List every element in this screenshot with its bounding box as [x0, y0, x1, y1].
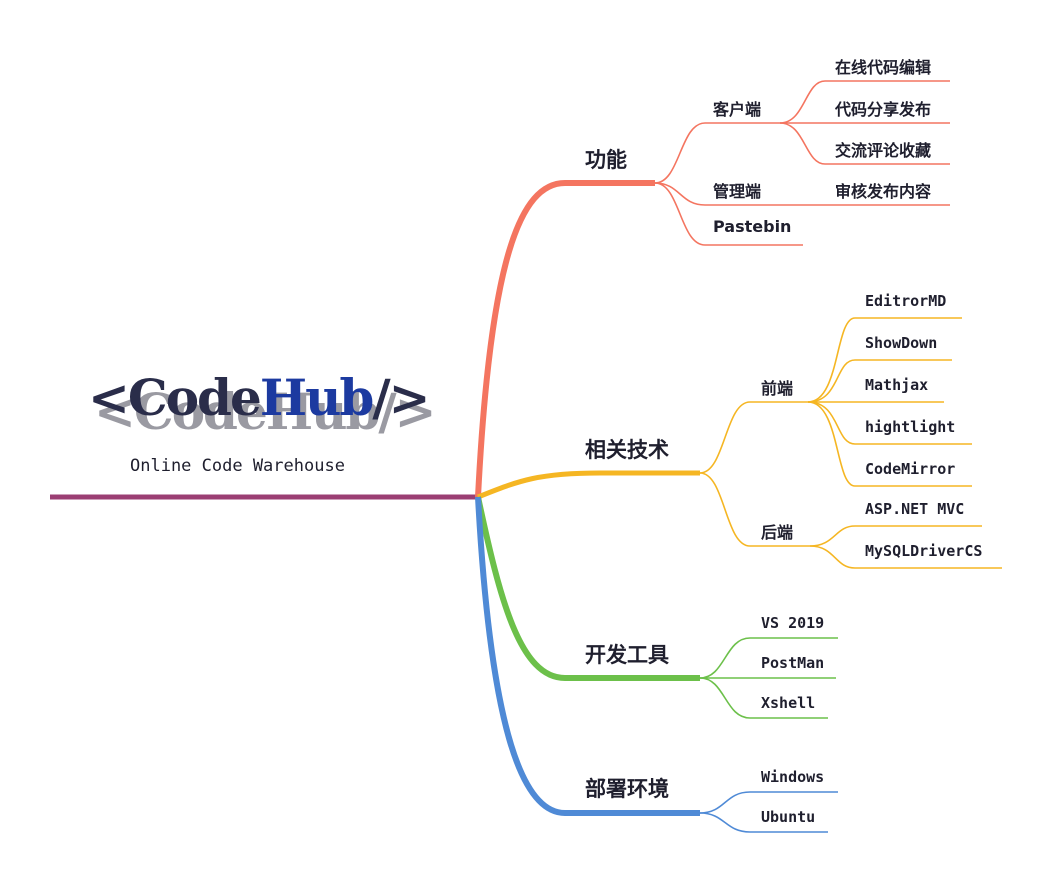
- node-frontend-item[interactable]: EditrorMD: [865, 292, 947, 310]
- logo-lt: <: [88, 368, 130, 427]
- branch-tools-connector: [475, 496, 700, 681]
- node-tool-item[interactable]: PostMan: [761, 654, 825, 672]
- tech-subconnectors: [699, 317, 1002, 569]
- node-deploy-item[interactable]: Ubuntu: [761, 808, 816, 826]
- node-client-item[interactable]: 代码分享发布: [835, 100, 932, 119]
- logo-text: <CodeHub/>: [88, 368, 431, 427]
- logo-code: Code: [127, 368, 262, 427]
- branch-deploy-connector: [475, 496, 700, 816]
- node-admin[interactable]: 管理端: [713, 182, 762, 201]
- logo-shadow: <CodeHub/>: [94, 382, 437, 441]
- node-tool-item[interactable]: Xshell: [761, 694, 816, 712]
- node-tool-item[interactable]: VS 2019: [761, 614, 825, 632]
- node-tools[interactable]: 开发工具: [585, 643, 669, 667]
- node-client-item[interactable]: 在线代码编辑: [835, 58, 932, 77]
- node-frontend[interactable]: 前端: [761, 379, 794, 398]
- node-frontend-item[interactable]: hightlight: [865, 418, 956, 436]
- codehub-logo: <CodeHub/> <CodeHub/>: [88, 368, 437, 448]
- node-pastebin[interactable]: Pastebin: [713, 217, 792, 236]
- tools-subconnectors: [699, 637, 838, 719]
- node-features[interactable]: 功能: [585, 148, 627, 172]
- node-backend-item[interactable]: ASP.NET MVC: [865, 500, 965, 518]
- features-subconnectors: [654, 80, 950, 246]
- node-backend[interactable]: 后端: [761, 523, 794, 542]
- node-deploy[interactable]: 部署环境: [585, 777, 669, 801]
- node-frontend-item[interactable]: CodeMirror: [865, 460, 956, 478]
- node-frontend-item[interactable]: ShowDown: [865, 334, 938, 352]
- node-client-item[interactable]: 交流评论收藏: [835, 141, 932, 160]
- node-frontend-item[interactable]: Mathjax: [865, 376, 929, 394]
- logo-hub: Hub: [259, 368, 375, 427]
- logo-subtitle: Online Code Warehouse: [130, 456, 345, 476]
- node-client[interactable]: 客户端: [713, 100, 762, 119]
- node-backend-item[interactable]: MySQLDriverCS: [865, 542, 983, 560]
- logo-slash-gt: />: [372, 368, 430, 427]
- node-deploy-item[interactable]: Windows: [761, 768, 825, 786]
- branch-features-connector: [475, 180, 655, 498]
- branch-tech-connector: [477, 470, 700, 500]
- node-admin-item[interactable]: 审核发布内容: [835, 182, 932, 201]
- deploy-subconnectors: [699, 791, 838, 833]
- node-tech[interactable]: 相关技术: [585, 438, 669, 462]
